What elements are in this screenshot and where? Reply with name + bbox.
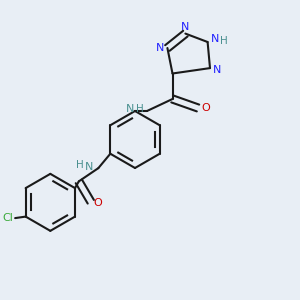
Text: H: H (136, 104, 143, 115)
Text: O: O (201, 103, 210, 113)
Text: N: N (211, 34, 219, 44)
Text: N: N (181, 22, 190, 32)
Text: Cl: Cl (2, 213, 13, 223)
Text: N: N (126, 104, 135, 115)
Text: H: H (76, 160, 84, 170)
Text: N: N (213, 64, 222, 75)
Text: H: H (220, 35, 228, 46)
Text: N: N (156, 43, 164, 53)
Text: O: O (93, 198, 102, 208)
Text: N: N (85, 162, 94, 172)
